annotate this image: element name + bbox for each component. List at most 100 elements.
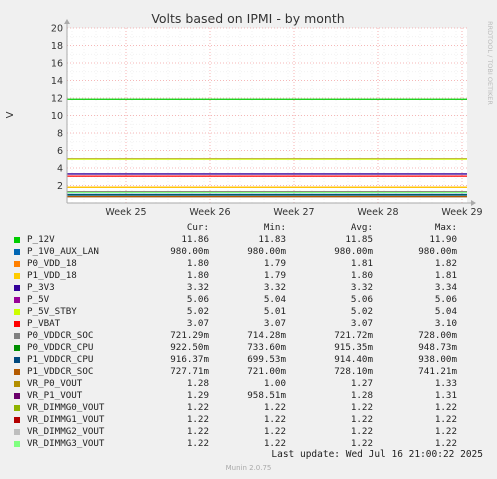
legend-value-min: 958.51m — [247, 390, 286, 401]
legend-row: P_5V 5.06 5.04 5.06 5.06 — [0, 294, 497, 306]
legend-value-min: 1.22 — [263, 438, 286, 449]
legend-row: P_3V3 3.32 3.32 3.32 3.34 — [0, 282, 497, 294]
legend-value-max: 1.31 — [434, 390, 457, 401]
legend-value-cur: 1.80 — [186, 258, 209, 269]
legend-value-max: 938.00m — [418, 354, 457, 365]
legend-value-cur: 3.07 — [186, 318, 209, 329]
chart-area: Volts based on IPMI - by month V RRDTOOL /… — [5, 11, 494, 218]
y-tick-label: 16 — [51, 59, 63, 70]
legend-swatch — [14, 333, 20, 339]
legend-label: P_3V3 — [27, 282, 55, 293]
legend-value-avg: 1.22 — [350, 426, 373, 437]
y-axis-label: V — [5, 111, 16, 118]
legend-row: P0_VDD_18 1.80 1.79 1.81 1.82 — [0, 258, 497, 270]
legend-value-avg: 1.81 — [350, 258, 373, 269]
legend-value-max: 741.21m — [418, 366, 457, 377]
y-tick-label: 10 — [51, 111, 63, 122]
legend-value-max: 980.00m — [418, 246, 457, 257]
legend-row: P_VBAT 3.07 3.07 3.07 3.10 — [0, 318, 497, 330]
legend-row: VR_DIMMG1_VOUT 1.22 1.22 1.22 1.22 — [0, 414, 497, 426]
legend-value-min: 714.28m — [247, 330, 286, 341]
legend-label: P0_VDDCR_SOC — [27, 330, 94, 341]
legend-value-min: 1.22 — [263, 402, 286, 413]
header-max: Max: — [434, 222, 457, 233]
legend-label: VR_DIMMG1_VOUT — [27, 414, 105, 425]
legend-value-min: 733.60m — [247, 342, 286, 353]
legend-value-min: 1.79 — [263, 270, 286, 281]
legend-value-cur: 721.29m — [170, 330, 209, 341]
legend-row: VR_DIMMG0_VOUT 1.22 1.22 1.22 1.22 — [0, 402, 497, 414]
legend-swatch — [14, 237, 20, 243]
y-tick-label: 14 — [51, 76, 63, 87]
x-tick-label: Week 26 — [189, 207, 230, 218]
legend-swatch — [14, 429, 20, 435]
legend-swatch — [14, 345, 20, 351]
legend-value-max: 5.04 — [434, 306, 457, 317]
legend-value-min: 721.00m — [247, 366, 286, 377]
y-tick-label: 6 — [57, 146, 63, 157]
legend-value-min: 3.32 — [263, 282, 286, 293]
legend-value-min: 980.00m — [247, 246, 286, 257]
legend-swatch — [14, 285, 20, 291]
legend-label: P1_VDD_18 — [27, 270, 77, 281]
legend-value-avg: 915.35m — [334, 342, 373, 353]
legend-swatch — [14, 321, 20, 327]
legend-value-min: 5.04 — [263, 294, 286, 305]
x-tick-label: Week 28 — [357, 207, 398, 218]
legend-value-cur: 922.50m — [170, 342, 209, 353]
legend-value-min: 5.01 — [263, 306, 286, 317]
legend-swatch — [14, 417, 20, 423]
legend-value-cur: 1.22 — [186, 414, 209, 425]
header-min: Min: — [263, 222, 286, 233]
legend-value-max: 1.81 — [434, 270, 457, 281]
legend-value-avg: 3.07 — [350, 318, 373, 329]
legend-swatch — [14, 393, 20, 399]
legend-value-cur: 1.22 — [186, 402, 209, 413]
legend-row: P_12V 11.86 11.83 11.85 11.90 — [0, 234, 497, 246]
legend-label: P1_VDDCR_SOC — [27, 366, 94, 377]
legend-label: VR_P1_VOUT — [27, 390, 83, 401]
legend-label: P0_VDD_18 — [27, 258, 77, 269]
y-tick-label: 12 — [51, 94, 63, 105]
legend-value-avg: 5.06 — [350, 294, 373, 305]
legend-value-avg: 728.10m — [334, 366, 373, 377]
x-tick-label: Week 25 — [105, 207, 146, 218]
legend-value-max: 5.06 — [434, 294, 457, 305]
last-update: Last update: Wed Jul 16 21:00:22 2025 — [271, 449, 483, 460]
legend-value-avg: 1.22 — [350, 438, 373, 449]
legend-swatch — [14, 441, 20, 447]
munin-version: Munin 2.0.75 — [225, 464, 272, 472]
legend-value-cur: 1.29 — [186, 390, 209, 401]
legend-value-avg: 980.00m — [334, 246, 373, 257]
legend-value-max: 1.22 — [434, 414, 457, 425]
legend-value-avg: 1.28 — [350, 390, 373, 401]
legend-row: VR_DIMMG3_VOUT 1.22 1.22 1.22 1.22 — [0, 438, 497, 450]
legend-label: P_1V0_AUX_LAN — [27, 246, 99, 257]
legend-value-min: 1.00 — [263, 378, 286, 389]
legend-value-avg: 1.80 — [350, 270, 373, 281]
legend-swatch — [14, 381, 20, 387]
legend-row: P1_VDDCR_CPU 916.37m 699.53m 914.40m 938.00m — [0, 354, 497, 366]
legend-value-max: 3.10 — [434, 318, 457, 329]
legend-value-avg: 11.85 — [345, 234, 373, 245]
legend-value-max: 1.22 — [434, 402, 457, 413]
legend-value-cur: 980.00m — [170, 246, 209, 257]
legend-value-max: 3.34 — [434, 282, 457, 293]
legend-value-avg: 1.22 — [350, 414, 373, 425]
legend-row: P_1V0_AUX_LAN 980.00m 980.00m 980.00m 980.00… — [0, 246, 497, 258]
legend-value-max: 1.82 — [434, 258, 457, 269]
legend-label: P_5V_STBY — [27, 306, 77, 317]
legend-value-min: 1.22 — [263, 414, 286, 425]
rrdtool-side-label: RRDTOOL / TOBI OETIKER — [486, 21, 494, 105]
y-tick-label: 2 — [57, 181, 63, 192]
legend-row: VR_P0_VOUT 1.28 1.00 1.27 1.33 — [0, 378, 497, 390]
legend-value-min: 699.53m — [247, 354, 286, 365]
legend-row: P0_VDDCR_CPU 922.50m 733.60m 915.35m 948.73m — [0, 342, 497, 354]
legend-value-cur: 1.22 — [186, 426, 209, 437]
legend-value-avg: 1.27 — [350, 378, 373, 389]
legend-label: P_12V — [27, 234, 55, 245]
legend-swatch — [14, 273, 20, 279]
legend-row: P_5V_STBY 5.02 5.01 5.02 5.04 — [0, 306, 497, 318]
legend-value-avg: 721.72m — [334, 330, 373, 341]
legend-value-cur: 1.28 — [186, 378, 209, 389]
